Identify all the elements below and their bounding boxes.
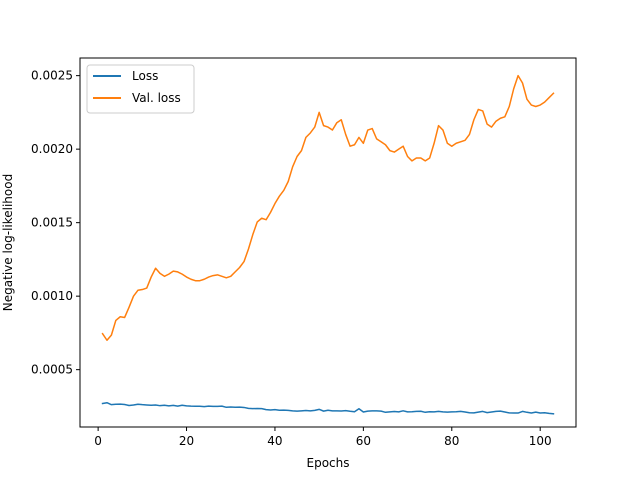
y-axis-ticks: 0.0005 0.0010 0.0015 0.0020 0.0025 <box>31 69 80 377</box>
y-axis-label: Negative log-likelihood <box>1 174 15 311</box>
x-tick-label: 40 <box>267 434 282 448</box>
y-tick-label: 0.0020 <box>31 142 73 156</box>
x-tick-label: 0 <box>94 434 102 448</box>
x-axis-ticks: 0 20 40 60 80 100 <box>94 427 552 448</box>
legend-label-val-loss: Val. loss <box>132 91 181 105</box>
y-tick-label: 0.0005 <box>31 363 73 377</box>
x-tick-label: 80 <box>444 434 459 448</box>
series-line-val-loss <box>101 74 555 342</box>
legend: Loss Val. loss <box>86 64 195 114</box>
x-axis-label: Epochs <box>307 456 350 470</box>
y-tick-label: 0.0015 <box>31 216 73 230</box>
legend-label-loss: Loss <box>132 69 158 83</box>
x-tick-label: 60 <box>356 434 371 448</box>
y-tick-label: 0.0010 <box>31 289 73 303</box>
plot-series <box>101 74 555 415</box>
x-tick-label: 20 <box>179 434 194 448</box>
x-tick-label: 100 <box>529 434 552 448</box>
y-tick-label: 0.0025 <box>31 69 73 83</box>
axes-frame <box>79 57 577 428</box>
series-line-loss <box>101 401 555 415</box>
